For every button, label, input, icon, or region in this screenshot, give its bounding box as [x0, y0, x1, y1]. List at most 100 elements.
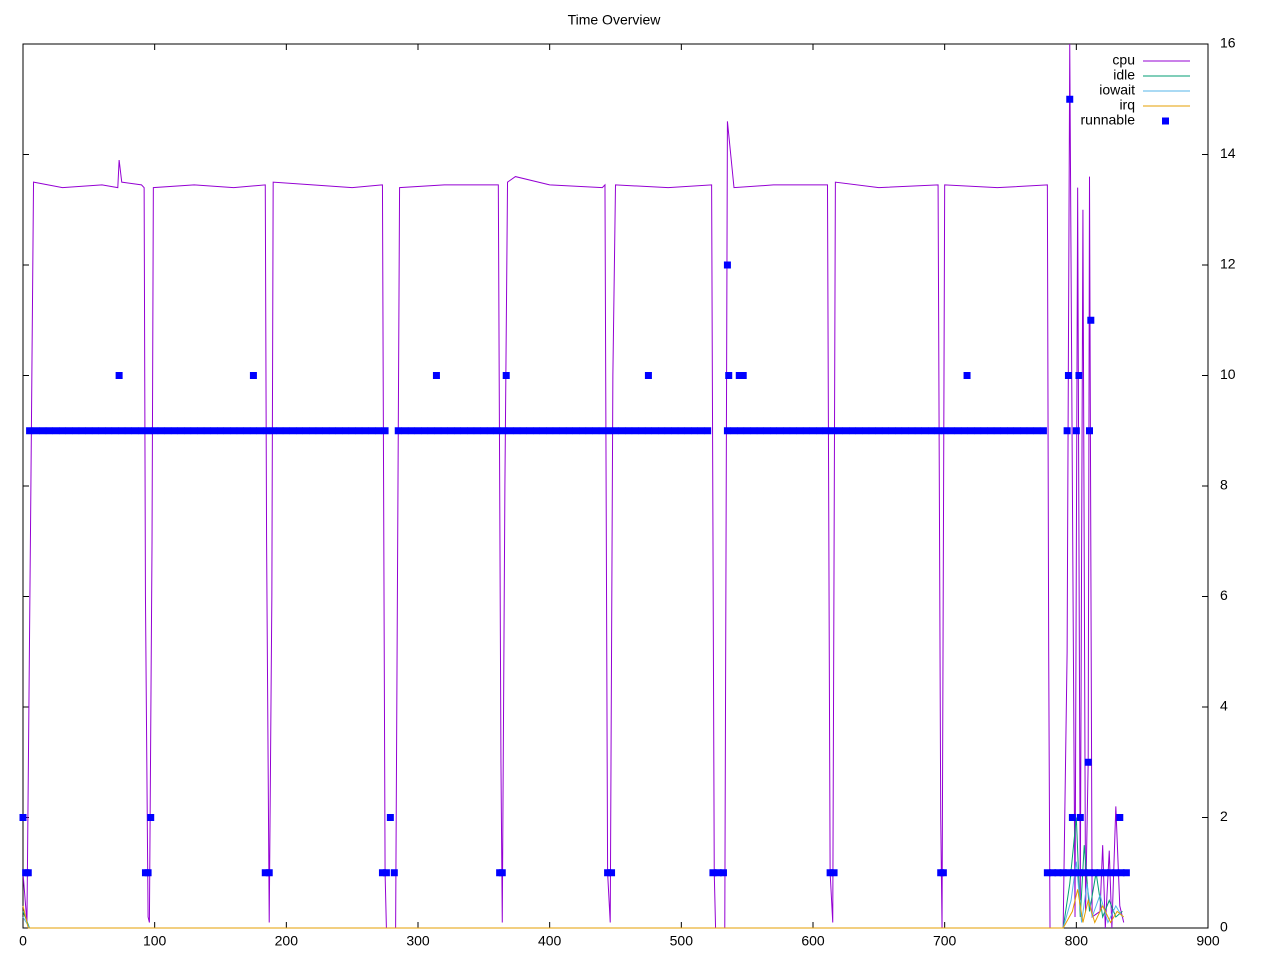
runnable-point: [414, 427, 422, 435]
runnable-point: [644, 372, 652, 379]
runnable-point: [190, 427, 198, 435]
runnable-point: [1096, 869, 1104, 877]
runnable-point: [1091, 869, 1099, 877]
runnable-point: [908, 427, 916, 435]
y-tick-label: 10: [1220, 366, 1236, 382]
runnable-point: [124, 427, 132, 435]
runnable-point: [1116, 814, 1124, 821]
legend-label: cpu: [1112, 52, 1135, 68]
runnable-point: [875, 427, 883, 435]
runnable-point: [72, 427, 80, 435]
x-tick-label: 900: [1196, 933, 1220, 949]
runnable-point: [144, 427, 152, 435]
runnable-point: [1033, 427, 1041, 435]
runnable-point: [282, 427, 290, 435]
runnable-point: [1086, 427, 1093, 435]
runnable-point: [1075, 372, 1083, 379]
runnable-point: [1007, 427, 1014, 435]
runnable-point: [697, 427, 705, 435]
runnable-point: [921, 427, 929, 435]
runnable-point: [1084, 758, 1092, 766]
runnable-point: [249, 427, 257, 435]
runnable-point: [1101, 869, 1109, 877]
runnable-point: [1112, 869, 1120, 877]
runnable-point: [677, 427, 685, 435]
runnable-point: [513, 427, 521, 435]
runnable-point: [519, 427, 527, 435]
runnable-point: [1122, 869, 1130, 877]
series-line: [22, 43, 1125, 929]
runnable-point: [197, 427, 205, 435]
runnable-point: [658, 427, 666, 435]
runnable-point: [934, 427, 942, 435]
runnable-point: [236, 427, 244, 435]
runnable-point: [500, 427, 508, 435]
runnable-point: [737, 427, 745, 435]
runnable-point: [378, 869, 386, 877]
runnable-point: [830, 869, 838, 877]
runnable-point: [115, 372, 123, 379]
runnable-point: [217, 427, 224, 435]
runnable-point: [1087, 316, 1095, 324]
runnable-point: [974, 427, 982, 435]
runnable-point: [85, 427, 93, 435]
runnable-point: [954, 427, 962, 435]
runnable-point: [302, 427, 310, 435]
runnable-point: [835, 427, 843, 435]
runnable-point: [592, 427, 600, 435]
runnable-point: [401, 427, 409, 435]
runnable-point: [78, 427, 86, 435]
runnable-point: [914, 427, 922, 435]
runnable-point: [177, 427, 185, 435]
runnable-point: [382, 869, 390, 877]
runnable-point: [223, 427, 231, 435]
runnable-point: [533, 427, 540, 435]
runnable-point: [105, 427, 113, 435]
legend-label: idle: [1113, 67, 1135, 83]
runnable-point: [1075, 869, 1083, 877]
runnable-point: [256, 427, 264, 435]
runnable-point: [434, 427, 442, 435]
runnable-point: [947, 427, 955, 435]
x-tick-label: 600: [801, 933, 825, 949]
runnable-point: [552, 427, 560, 435]
runnable-point: [1086, 869, 1093, 877]
runnable-point: [19, 814, 27, 821]
runnable-point: [526, 427, 534, 435]
runnable-point: [375, 427, 382, 435]
runnable-point: [24, 869, 32, 877]
runnable-point: [881, 427, 889, 435]
runnable-point: [725, 372, 733, 379]
legend-label: runnable: [1081, 112, 1136, 128]
runnable-point: [184, 427, 192, 435]
x-tick-label: 300: [406, 933, 430, 949]
runnable-point: [151, 427, 159, 435]
runnable-point: [355, 427, 363, 435]
runnable-point: [261, 869, 269, 877]
runnable-point: [1020, 427, 1028, 435]
y-tick-label: 0: [1220, 919, 1228, 935]
runnable-point: [243, 427, 251, 435]
runnable-point: [498, 869, 506, 877]
runnable-point: [315, 427, 323, 435]
runnable-point: [1026, 427, 1034, 435]
runnable-point: [138, 427, 145, 435]
runnable-point: [230, 427, 238, 435]
runnable-point: [269, 427, 277, 435]
runnable-point: [618, 427, 626, 435]
runnable-point: [691, 427, 698, 435]
runnable-point: [651, 427, 659, 435]
runnable-point: [1064, 372, 1072, 379]
runnable-point: [447, 427, 455, 435]
runnable-point: [585, 427, 593, 435]
runnable-point: [829, 427, 837, 435]
runnable-point: [796, 427, 804, 435]
runnable-point: [963, 372, 971, 379]
runnable-point: [440, 427, 448, 435]
runnable-point: [421, 427, 429, 435]
runnable-point: [1043, 869, 1051, 877]
series-line: [22, 861, 1123, 929]
runnable-point: [928, 427, 935, 435]
runnable-point: [739, 372, 747, 379]
